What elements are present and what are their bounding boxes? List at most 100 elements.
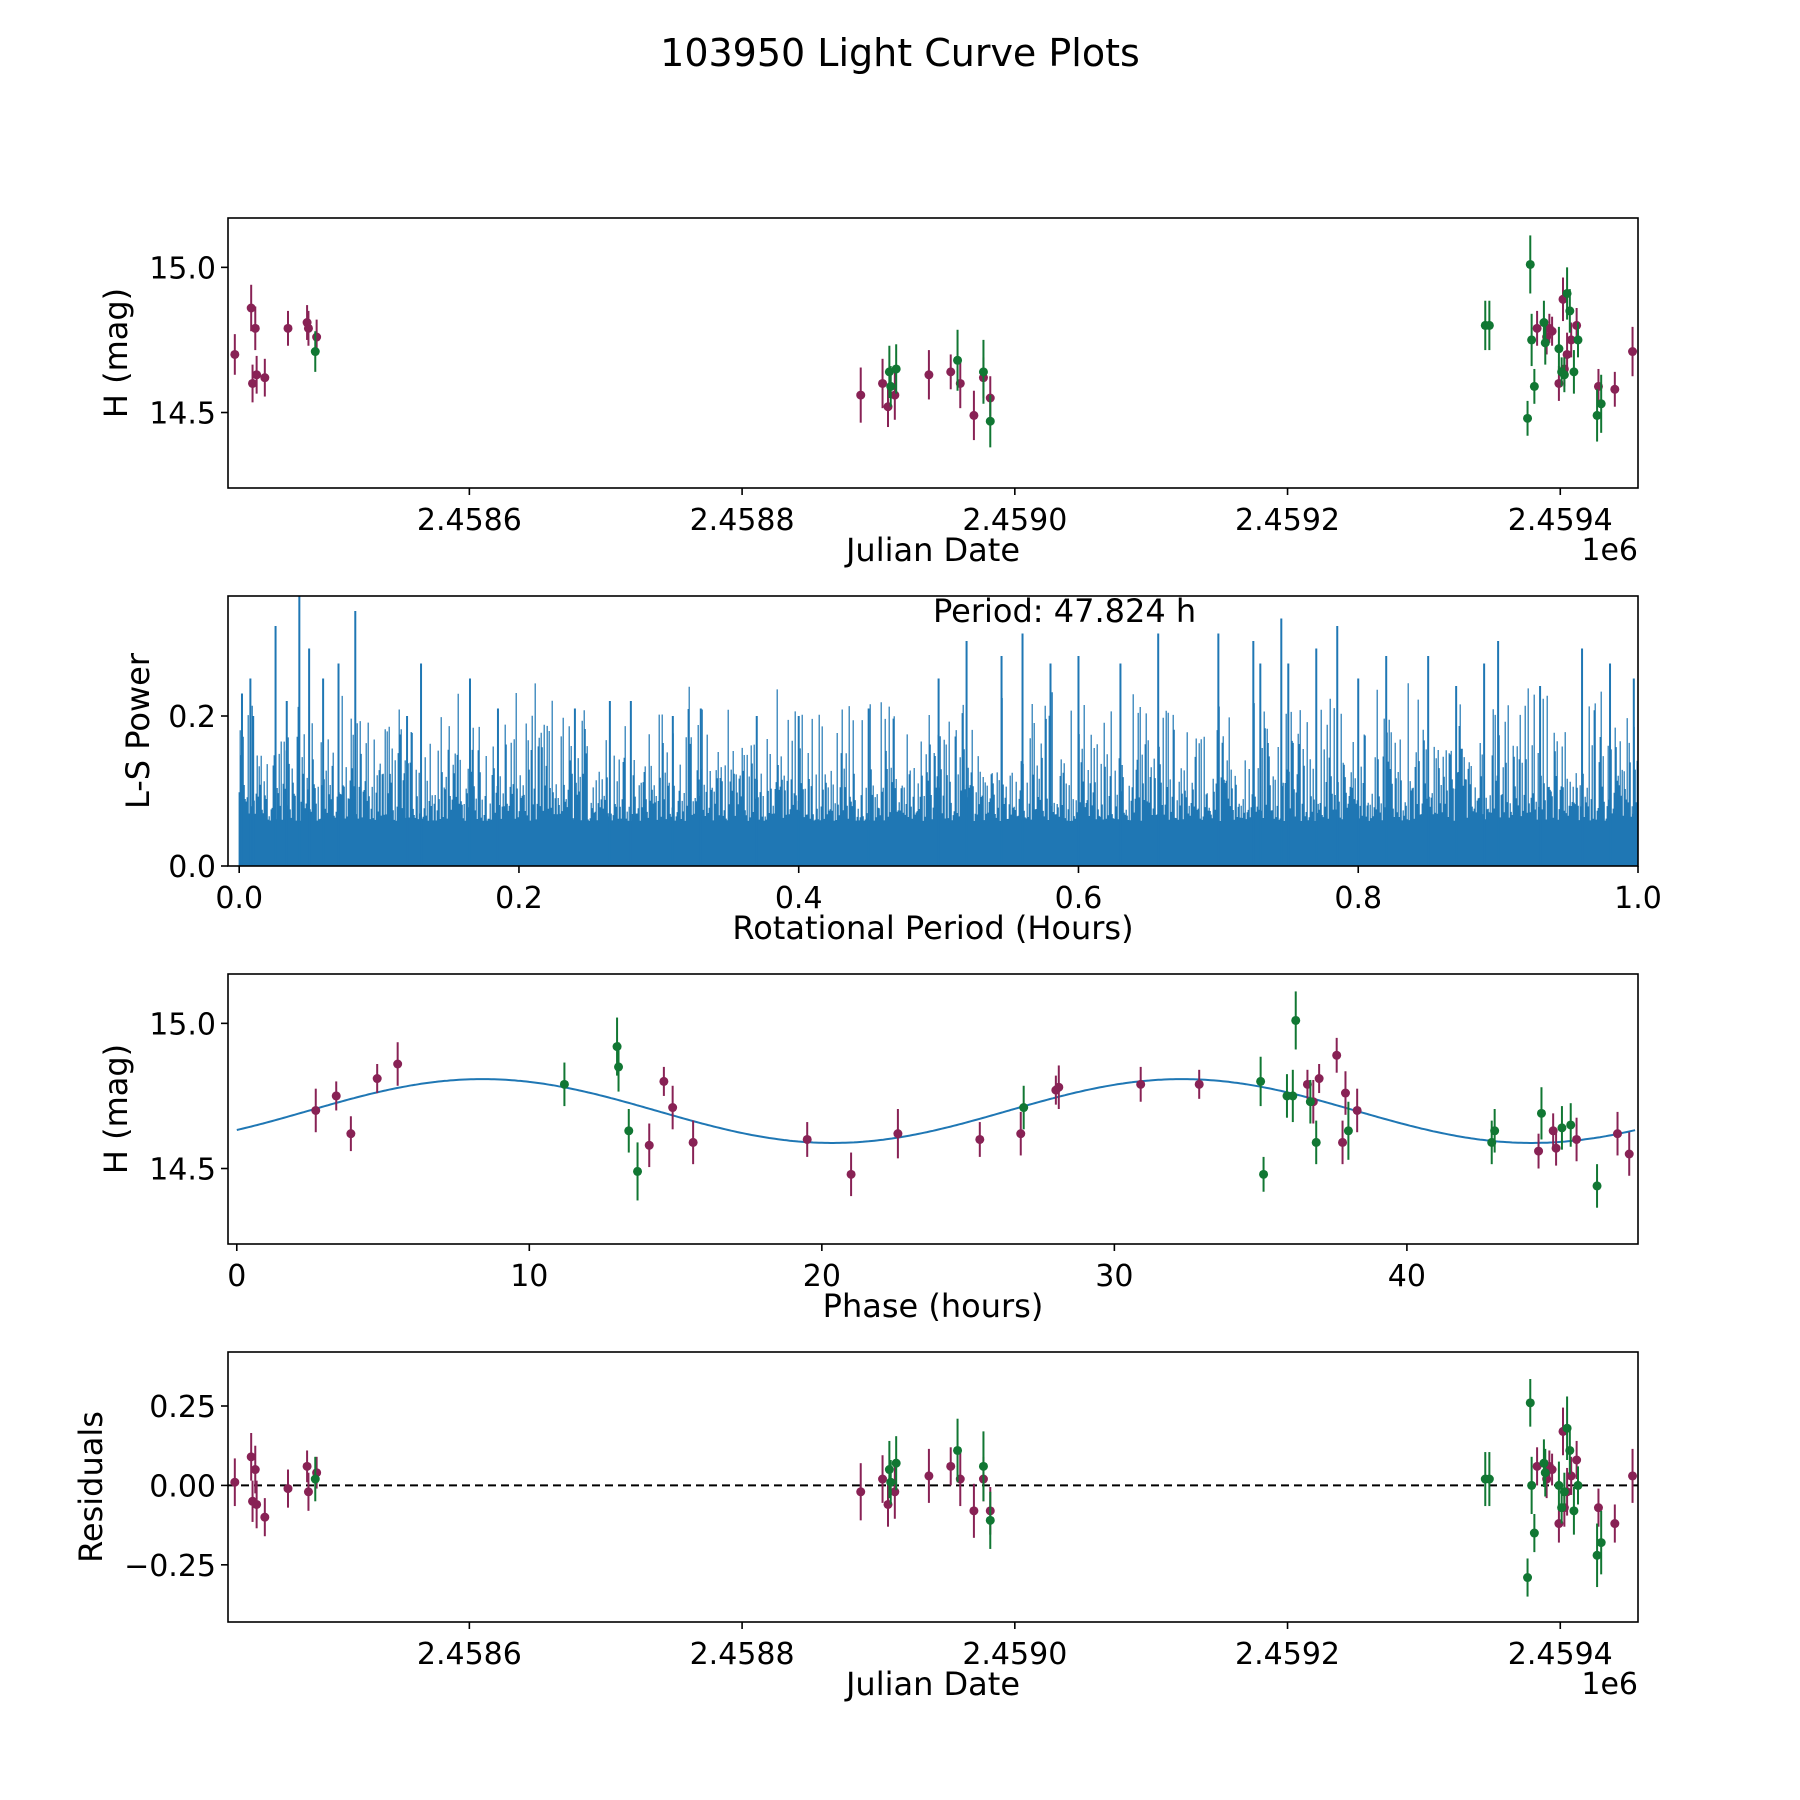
phased-data-point — [311, 1105, 321, 1115]
residuals-data-point — [924, 1471, 934, 1481]
phased-fit-curve — [236, 1078, 1636, 1144]
phased-data-point — [1259, 1169, 1269, 1179]
raw-data-point — [230, 349, 240, 359]
raw-data-point — [1565, 306, 1575, 316]
periodogram-marks — [238, 596, 1638, 866]
raw-data-point — [969, 410, 979, 420]
raw-data-point — [1529, 381, 1539, 391]
phased-y-tick-label: 14.5 — [149, 1153, 216, 1188]
raw-ticks: 2.4586 2.4588 2.4590 2.4592 2.4594 14.5 15.0 — [149, 251, 1613, 538]
residuals-y-tick-label: −0.25 — [124, 1549, 216, 1584]
phased-data-point — [893, 1129, 903, 1139]
residuals-data-point — [878, 1474, 888, 1484]
residuals-x-tick-label: 2.4590 — [962, 1637, 1067, 1672]
residuals-ticks: 2.4586 2.4588 2.4590 2.4592 2.4594 −0.25 0.00 0… — [124, 1390, 1613, 1672]
phased-x-axis-label: Phase (hours) — [823, 1287, 1044, 1325]
residuals-data-point — [1596, 1538, 1606, 1548]
periodogram-axes-frame — [227, 595, 1639, 867]
phased-data-point — [393, 1059, 403, 1069]
raw-data-point — [1525, 259, 1535, 269]
raw-x-tick-label: 2.4590 — [962, 503, 1067, 538]
residuals-data-point — [856, 1487, 866, 1497]
residuals-data-point — [1559, 1487, 1569, 1497]
residuals-panel: 2.4586 2.4588 2.4590 2.4592 2.4594 −0.25 0.00 0… — [72, 1351, 1639, 1703]
phased-axes-frame — [227, 973, 1639, 1245]
phased-data-point — [1194, 1079, 1204, 1089]
raw-y-axis-label: H (mag) — [97, 288, 135, 418]
phased-x-tick-label: 40 — [1388, 1259, 1426, 1294]
phased-data-point — [1136, 1079, 1146, 1089]
residuals-data-point — [1565, 1445, 1575, 1455]
raw-data-point — [891, 364, 901, 374]
raw-data-point — [246, 303, 256, 313]
raw-data-point — [1547, 326, 1557, 336]
residuals-data-point — [250, 1465, 260, 1475]
residuals-data-point — [310, 1474, 320, 1484]
residuals-data-point — [1523, 1573, 1533, 1583]
raw-y-tick-label: 15.0 — [149, 251, 216, 286]
phased-data-point — [1340, 1088, 1350, 1098]
phased-data-point — [624, 1126, 634, 1136]
periodogram-ticks: 0.0 0.2 0.4 0.6 0.8 1.0 0.0 0.2 — [168, 700, 1662, 916]
phased-data-point — [1291, 1015, 1301, 1025]
periodogram-x-axis-label: Rotational Period (Hours) — [732, 909, 1133, 947]
phased-data-point — [1019, 1103, 1029, 1113]
residuals-data-point — [953, 1445, 963, 1455]
raw-data-point — [953, 355, 963, 365]
raw-data-point — [248, 378, 258, 388]
periodogram-y-tick-label: 0.0 — [168, 850, 216, 885]
phased-data-point — [802, 1134, 812, 1144]
phased-data-point — [1338, 1137, 1348, 1147]
residuals-data-point — [1532, 1461, 1542, 1471]
raw-data-point — [1532, 323, 1542, 333]
phased-y-axis-label: H (mag) — [97, 1044, 135, 1174]
phased-ticks: 0 10 20 30 40 14.5 15.0 — [149, 1007, 1426, 1294]
phased-data-point — [659, 1076, 669, 1086]
residuals-data-point — [1527, 1480, 1537, 1490]
raw-y-tick-label: 14.5 — [149, 397, 216, 432]
residuals-axes-frame — [227, 1351, 1639, 1623]
residuals-x-tick-label: 2.4594 — [1508, 1637, 1613, 1672]
phased-data-point — [1305, 1097, 1315, 1107]
phased-data-point — [1256, 1076, 1266, 1086]
phased-data-point — [614, 1062, 624, 1072]
phased-data-point — [1613, 1129, 1623, 1139]
raw-data-point — [1610, 384, 1620, 394]
raw-data-point — [250, 323, 260, 333]
raw-data-point — [310, 347, 320, 357]
raw-x-tick-label: 2.4586 — [417, 503, 522, 538]
phased-data-point — [1016, 1129, 1026, 1139]
raw-data-point — [1527, 335, 1537, 345]
phased-data-point — [1592, 1181, 1602, 1191]
phased-data-point — [1557, 1123, 1567, 1133]
raw-x-tick-label: 2.4588 — [690, 503, 795, 538]
residuals-y-tick-label: 0.00 — [149, 1469, 216, 1504]
phased-data-point — [346, 1129, 356, 1139]
raw-data-point — [1573, 335, 1583, 345]
residuals-x-tick-label: 2.4592 — [1235, 1637, 1340, 1672]
phased-data-point — [612, 1042, 622, 1052]
raw-data-point — [856, 390, 866, 400]
raw-data-point — [260, 373, 270, 383]
phased-data-point — [1343, 1126, 1353, 1136]
residuals-x-offset-label: 1e6 — [1581, 1667, 1638, 1702]
phased-x-tick-label: 20 — [803, 1259, 841, 1294]
raw-data-point — [303, 323, 313, 333]
residuals-x-axis-label: Julian Date — [844, 1665, 1020, 1703]
periodogram-x-tick-label: 0.8 — [1334, 881, 1382, 916]
phased-data-point — [1311, 1137, 1321, 1147]
phased-data-point — [633, 1166, 643, 1176]
raw-data-point — [886, 381, 896, 391]
residuals-data-point — [1628, 1471, 1638, 1481]
figure-title: 103950 Light Curve Plots — [660, 31, 1140, 75]
phased-data-point — [1551, 1143, 1561, 1153]
raw-data-point — [1566, 335, 1576, 345]
phased-data-point — [1536, 1108, 1546, 1118]
periodogram-x-tick-label: 0.4 — [775, 881, 823, 916]
raw-data-point — [978, 367, 988, 377]
phased-data-point — [644, 1140, 654, 1150]
residuals-data-point — [1525, 1398, 1535, 1408]
phased-data-point — [1314, 1074, 1324, 1084]
residuals-x-tick-label: 2.4588 — [690, 1637, 795, 1672]
